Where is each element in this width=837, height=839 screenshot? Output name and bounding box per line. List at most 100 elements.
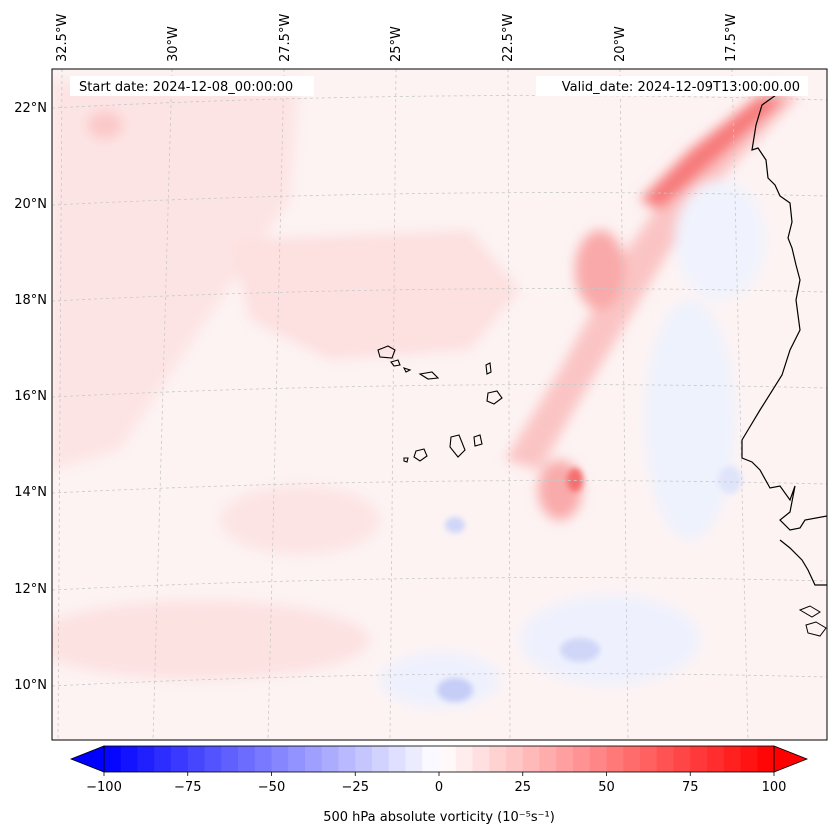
- colorbar-tick-label: −25: [342, 780, 369, 795]
- lon-label: 30°W: [166, 26, 181, 62]
- colorbar-bin: [120, 746, 138, 772]
- colorbar-bin: [321, 746, 339, 772]
- lon-label: 25°W: [389, 26, 404, 62]
- positive-streak-main: [505, 85, 800, 470]
- colorbar-bin: [187, 746, 205, 772]
- lat-label: 10°N: [14, 678, 47, 693]
- colorbar-bin: [238, 746, 256, 772]
- lat-label: 22°N: [14, 101, 47, 116]
- colorbar-bin: [338, 746, 356, 772]
- colorbar-bin: [405, 746, 423, 772]
- longitude-labels: 32.5°W 30°W 27.5°W 25°W 22.5°W 20°W 17.5…: [55, 14, 739, 62]
- colorbar-bin: [288, 746, 306, 772]
- positive-band-central: [230, 230, 520, 360]
- colorbar-bin: [489, 746, 507, 772]
- negative-blob-1: [437, 678, 473, 702]
- bijagos-island-2: [805, 621, 827, 637]
- colorbar-bin: [506, 746, 524, 772]
- colorbar-bin: [740, 746, 758, 772]
- positive-patch-south: [52, 600, 370, 680]
- colorbar-bin: [757, 746, 775, 772]
- negative-patch-south: [380, 652, 500, 708]
- colorbar-bin: [673, 746, 691, 772]
- colorbar-bin: [305, 746, 323, 772]
- negative-patch-northeast: [675, 180, 765, 300]
- colorbar-tick-label: −100: [86, 780, 122, 795]
- lat-label: 20°N: [14, 197, 47, 212]
- africa-coastline: [741, 79, 827, 531]
- colorbar-bin: [573, 746, 591, 772]
- colorbar-bin: [104, 746, 122, 772]
- lon-label: 32.5°W: [55, 14, 70, 62]
- lat-label: 12°N: [14, 582, 47, 597]
- positive-band-west: [52, 80, 300, 470]
- colorbar-tick-label: 25: [514, 780, 531, 795]
- colorbar-bin: [656, 746, 674, 772]
- colorbar-bin: [522, 746, 540, 772]
- colorbar-bin: [372, 746, 390, 772]
- positive-blob-mid: [575, 230, 625, 310]
- colorbar-bin: [388, 746, 406, 772]
- graticule: [52, 69, 827, 740]
- colorbar-tick-label: −50: [258, 780, 285, 795]
- colorbar-bin: [204, 746, 222, 772]
- vorticity-field: [52, 69, 827, 740]
- colorbar-label: 500 hPa absolute vorticity (10⁻⁵s⁻¹): [323, 810, 555, 825]
- colorbar-bin: [640, 746, 658, 772]
- colorbar-extend-max: [773, 745, 809, 773]
- colorbar-bin: [623, 746, 641, 772]
- positive-blob-west: [87, 111, 123, 139]
- lat-label: 16°N: [14, 389, 47, 404]
- gambia-coast: [779, 539, 827, 586]
- colorbar-bin: [254, 746, 272, 772]
- colorbar-tick-label: 100: [762, 780, 787, 795]
- colorbar-tick-label: 50: [598, 780, 615, 795]
- colorbar-tick-label: 0: [435, 780, 443, 795]
- colorbar-tick-label: −75: [174, 780, 201, 795]
- lon-label: 27.5°W: [278, 14, 293, 62]
- negative-patch-southeast: [520, 595, 700, 685]
- positive-blob-5: [567, 468, 583, 492]
- positive-streak-core: [640, 95, 785, 210]
- colorbar-extend-min: [69, 745, 105, 773]
- start-date-box: [70, 76, 314, 96]
- colorbar-bin: [556, 746, 574, 772]
- colorbar-bin: [690, 746, 708, 772]
- colorbar: −100 −75 −50 −25 0 25 50 75 100 500 hPa absolute…: [69, 745, 809, 825]
- lat-label: 18°N: [14, 293, 47, 308]
- lat-label: 14°N: [14, 485, 47, 500]
- lon-label: 17.5°W: [724, 14, 739, 62]
- colorbar-bin: [589, 746, 607, 772]
- colorbar-bins: [104, 746, 775, 772]
- plot-frame: [51, 68, 828, 741]
- colorbar-bin: [439, 746, 457, 772]
- lon-label: 20°W: [613, 26, 628, 62]
- start-date-label: Start date: 2024-12-08_00:00:00: [79, 80, 293, 95]
- colorbar-bin: [539, 746, 557, 772]
- colorbar-bin: [707, 746, 725, 772]
- colorbar-bin: [271, 746, 289, 772]
- colorbar-bin: [455, 746, 473, 772]
- colorbar-bin: [137, 746, 155, 772]
- negative-blob-4: [718, 466, 742, 494]
- latitude-labels: 22°N 20°N 18°N 16°N 14°N 12°N 10°N: [14, 101, 47, 693]
- colorbar-bin: [422, 746, 440, 772]
- cape-verde-islands: [377, 345, 503, 463]
- colorbar-bin: [355, 746, 373, 772]
- colorbar-bin: [221, 746, 239, 772]
- valid-date-box: [536, 76, 808, 96]
- colorbar-bin: [606, 746, 624, 772]
- colorbar-bin: [723, 746, 741, 772]
- negative-blob-2: [560, 638, 600, 662]
- colorbar-bin: [472, 746, 490, 772]
- negative-blob-3: [445, 517, 465, 533]
- colorbar-bin: [171, 746, 189, 772]
- positive-patch-southwest: [220, 485, 380, 555]
- valid-date-label: Valid_date: 2024-12-09T13:00:00.00: [562, 80, 800, 95]
- lon-label: 22.5°W: [501, 14, 516, 62]
- colorbar-ticks: −100 −75 −50 −25 0 25 50 75 100: [86, 772, 786, 795]
- colorbar-bin: [154, 746, 172, 772]
- negative-patch-east: [645, 300, 735, 540]
- colorbar-tick-label: 75: [682, 780, 699, 795]
